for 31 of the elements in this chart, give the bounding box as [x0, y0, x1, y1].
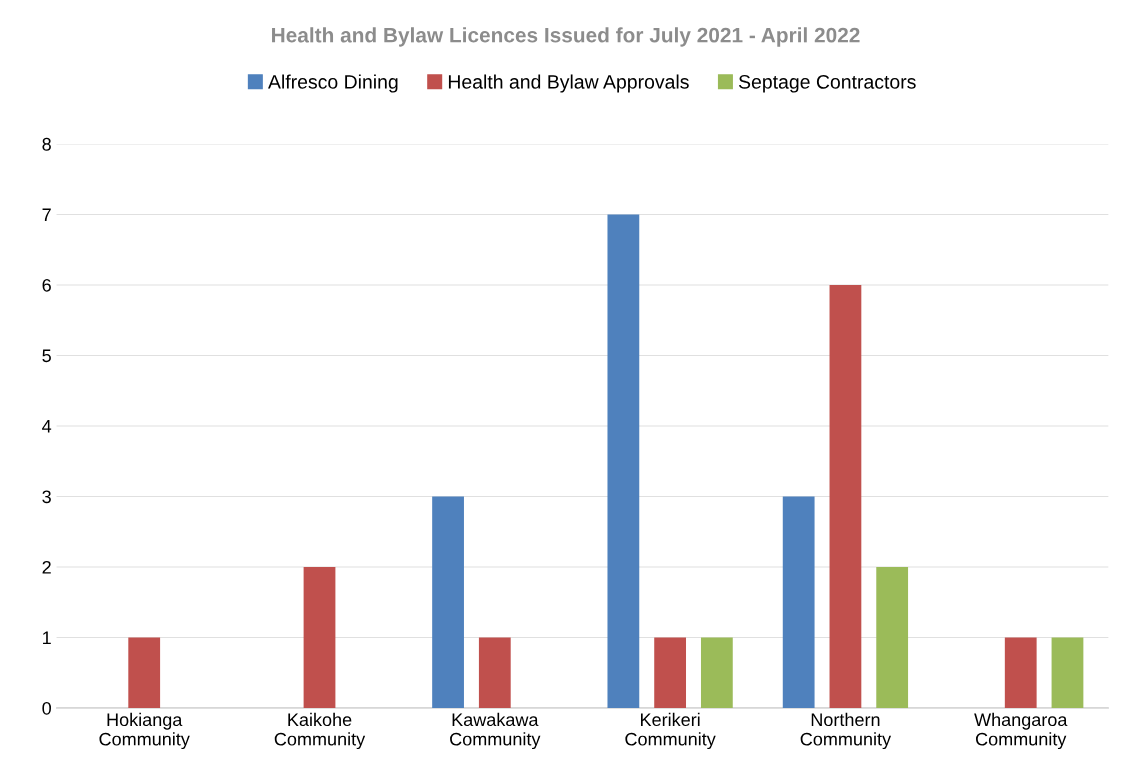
chart-title: Health and Bylaw Licences Issued for July 2021 - April 2022 [272, 27, 860, 47]
bar [829, 284, 862, 708]
bar [432, 496, 464, 708]
bar [876, 566, 909, 708]
bar [700, 637, 733, 708]
y-tick-label: 6 [42, 278, 51, 292]
bar [1004, 637, 1037, 708]
bar [1051, 637, 1084, 708]
bar [607, 214, 640, 708]
y-tick-label: 1 [43, 631, 51, 645]
legend-label: Septage Contractors [738, 74, 916, 93]
y-tick-label: 2 [42, 560, 51, 574]
bar [128, 637, 161, 708]
y-tick-label: 3 [42, 490, 51, 504]
y-tick-label: 0 [42, 701, 51, 715]
legend-label: Alfresco Dining [268, 74, 398, 93]
bar [782, 496, 815, 708]
x-tick-label: Northern Community [800, 712, 892, 750]
bar [303, 566, 336, 708]
bar [654, 637, 687, 708]
y-tick-label: 8 [42, 137, 51, 151]
x-tick-label: Whangaroa Community [974, 712, 1068, 750]
x-tick-label: Hokianga Community [99, 712, 190, 750]
x-tick-label: Kawakawa Community [450, 712, 541, 750]
y-tick-label: 5 [42, 349, 51, 363]
x-tick-label: Kerikeri Community [625, 712, 716, 750]
x-tick-label: Kaikohe Community [274, 712, 366, 750]
bar [478, 637, 511, 708]
legend-label: Health and Bylaw Approvals [448, 74, 689, 93]
y-tick-label: 4 [42, 420, 52, 433]
y-tick-label: 7 [42, 208, 51, 221]
